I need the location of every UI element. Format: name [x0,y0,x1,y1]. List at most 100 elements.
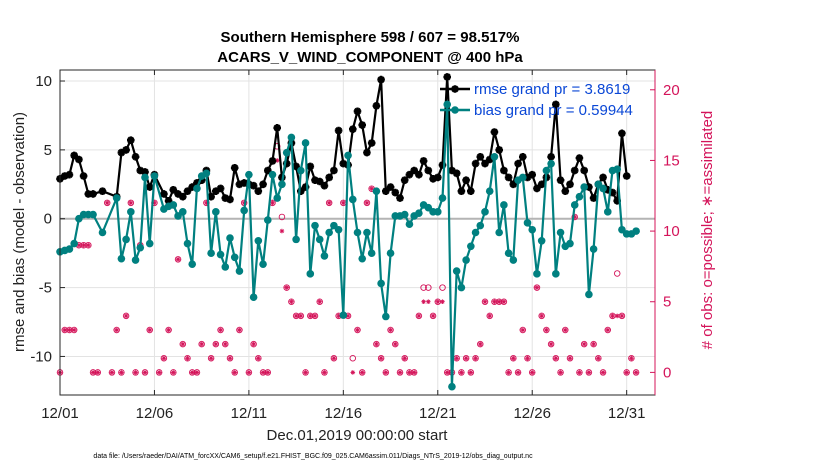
bias-point [589,245,598,253]
obs-assimilated-point [194,370,200,375]
obs-assimilated-point [426,299,431,304]
bias-point [240,206,248,215]
rmse-point [282,159,291,168]
bias-point [212,208,220,216]
obs-assimilated-point [303,370,308,375]
bias-point [457,283,466,292]
bias-point [481,208,489,216]
rmse-point [443,73,451,81]
obs-possible-point [118,369,125,376]
bias-point [230,253,239,262]
obs-possible-point [524,355,531,362]
rmse-point [514,159,522,168]
bias-point [202,169,211,178]
rmse-point [386,183,395,191]
rmse-point [410,166,418,175]
bias-point [632,227,640,235]
obs-possible-point [387,326,394,334]
obs-possible-point [590,340,597,348]
obs-count-markers [56,143,640,376]
rmse-point [481,159,489,168]
bias-point [216,250,225,259]
bias-point [136,243,145,252]
bias-point [495,228,503,237]
obs-assimilated-point [393,341,398,347]
bias-point [599,184,607,193]
obs-assimilated-point [279,228,285,234]
rmse-point [334,126,343,135]
obs-possible-point [316,298,323,305]
rmse-point [320,181,329,190]
bias-point [528,225,537,234]
obs-assimilated-point [435,299,441,304]
rmse-point [254,187,263,195]
obs-assimilated-point [317,299,322,304]
obs-possible-point [212,340,220,348]
rmse-point [70,151,78,160]
obs-assimilated-point [416,313,422,319]
rmse-point [367,139,376,147]
bias-point [552,270,560,278]
bias-point [131,256,140,264]
obs-possible-point [288,298,295,305]
obs-assimilated-point [86,242,91,248]
rmse-point [613,197,621,205]
obs-possible-point [155,369,163,376]
obs-assimilated-point [355,327,360,333]
obs-assimilated-point [284,285,289,290]
chart-title-line1: Southern Hemisphere 598 / 607 = 98.517% [221,29,520,46]
y-right-tick-label: 15 [663,152,680,169]
bias-point [315,235,324,244]
obs-assimilated-point [359,370,365,375]
bias-point [405,220,414,229]
obs-possible-point [519,326,527,334]
obs-assimilated-point [605,327,611,333]
obs-assimilated-point [67,327,72,333]
obs-possible-point [325,199,333,207]
obs-possible-point [132,369,139,376]
rmse-point [618,129,626,138]
obs-assimilated-point [265,370,271,375]
obs-possible-point [613,270,621,277]
legend: rmse grand pr = 3.8619 bias grand pr = 0… [440,81,633,119]
rmse-point [349,125,357,133]
chart-title-line2: ACARS_V_WIND_COMPONENT @ 400 hPa [217,49,523,66]
obs-possible-point [222,340,229,348]
obs-assimilated-point [567,356,573,361]
rmse-point [566,180,574,189]
obs-assimilated-point [341,200,346,206]
obs-assimilated-point [251,341,256,347]
bias-point [178,208,187,216]
obs-possible-point [571,213,578,221]
obs-assimilated-point [350,370,356,375]
bias-point [448,382,456,391]
rmse-point [363,148,371,157]
bias-point [344,151,352,160]
obs-possible-point [354,326,361,334]
obs-possible-point [576,369,583,376]
legend-bias-text: bias grand pr = 0.59944 [474,102,633,119]
obs-assimilated-point [312,313,318,319]
obs-assimilated-point [610,313,615,319]
obs-assimilated-point [577,370,582,375]
bias-point [117,254,126,263]
bias-point [325,228,333,237]
bias-point [348,195,357,204]
obs-assimilated-point [402,356,407,361]
obs-possible-point [349,355,357,362]
bias-point [278,180,286,189]
obs-assimilated-point [520,327,526,333]
obs-assimilated-point [407,370,412,375]
obs-assimilated-point [256,356,261,361]
bias-point [254,236,263,245]
x-tick-label: 12/06 [136,405,174,422]
rmse-point [235,180,244,189]
rmse-point [268,157,277,165]
rmse-point [434,173,442,182]
y-right-tick-label: 0 [663,364,671,381]
bias-point [188,260,197,268]
rmse-point [315,177,324,186]
bias-point [282,148,291,157]
bias-point [462,256,470,264]
bias-point [367,249,376,257]
